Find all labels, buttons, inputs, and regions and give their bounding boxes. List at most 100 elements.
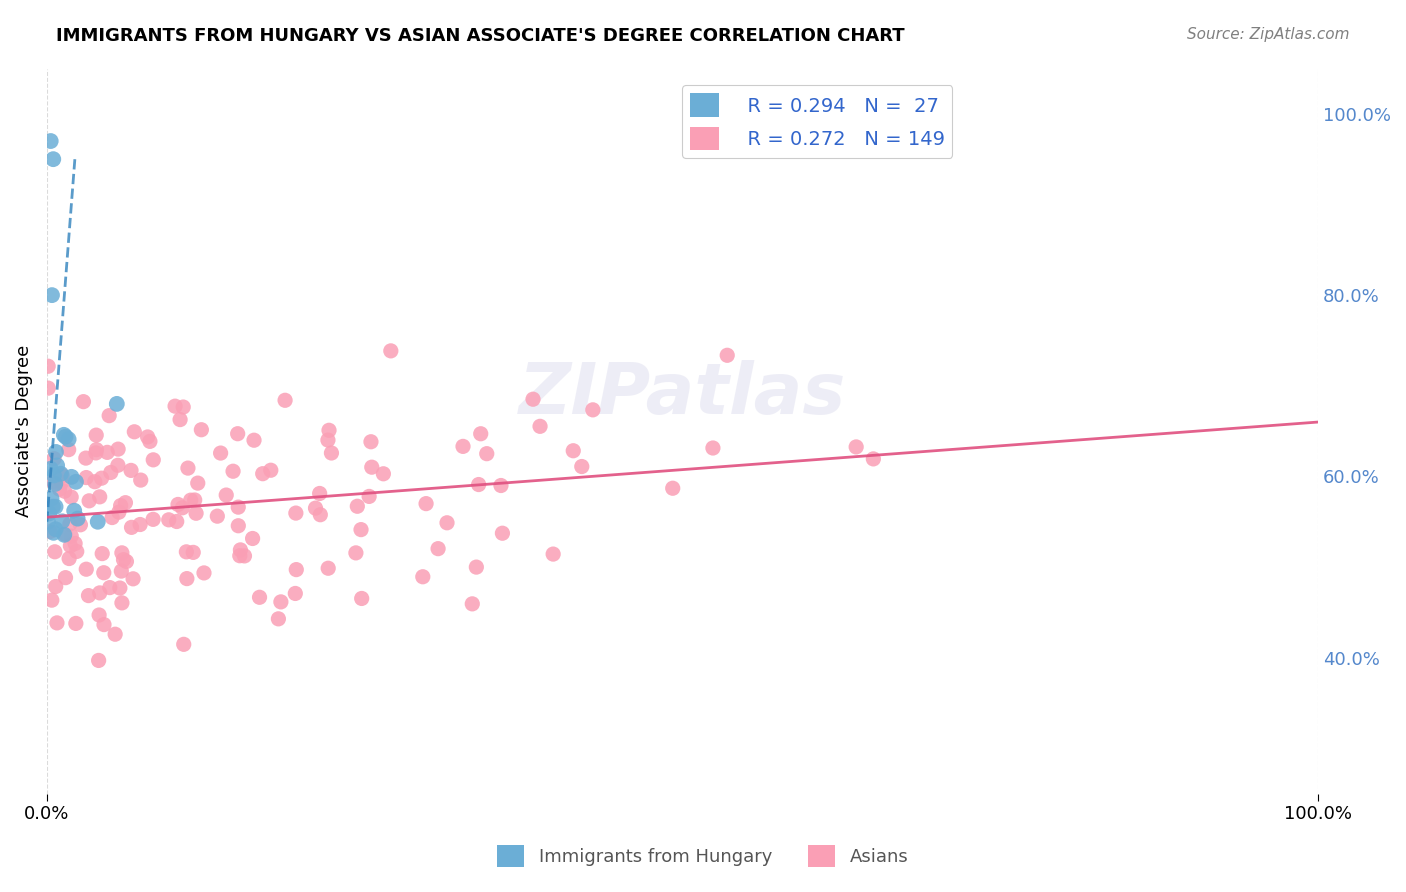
Point bbox=[65, 616, 87, 631]
Point bbox=[157, 513, 180, 527]
Point bbox=[75, 470, 97, 484]
Point bbox=[346, 500, 368, 514]
Point bbox=[58, 433, 80, 447]
Point bbox=[87, 607, 110, 622]
Text: ZIPatlas: ZIPatlas bbox=[519, 360, 846, 429]
Point bbox=[184, 506, 207, 520]
Point bbox=[66, 544, 89, 558]
Point bbox=[226, 500, 249, 515]
Point bbox=[75, 562, 97, 576]
Point bbox=[110, 564, 132, 578]
Point bbox=[120, 463, 142, 477]
Point bbox=[284, 506, 307, 520]
Point bbox=[90, 471, 112, 485]
Point bbox=[53, 528, 76, 542]
Point bbox=[226, 518, 249, 533]
Point bbox=[45, 580, 67, 594]
Point bbox=[105, 397, 128, 411]
Point bbox=[45, 445, 67, 459]
Point bbox=[308, 486, 330, 500]
Point bbox=[285, 563, 308, 577]
Point bbox=[187, 476, 209, 491]
Point bbox=[45, 522, 67, 536]
Point bbox=[142, 512, 165, 526]
Point bbox=[562, 443, 585, 458]
Point bbox=[89, 586, 111, 600]
Point bbox=[86, 442, 108, 457]
Point bbox=[165, 399, 187, 413]
Legend: Immigrants from Hungary, Asians: Immigrants from Hungary, Asians bbox=[491, 838, 915, 874]
Point bbox=[121, 520, 143, 534]
Point bbox=[59, 516, 82, 531]
Point bbox=[412, 570, 434, 584]
Y-axis label: Associate's Degree: Associate's Degree bbox=[15, 345, 32, 517]
Point bbox=[461, 597, 484, 611]
Point bbox=[270, 595, 292, 609]
Point bbox=[475, 447, 498, 461]
Point bbox=[101, 510, 124, 524]
Point bbox=[46, 458, 69, 473]
Point bbox=[51, 475, 73, 490]
Point bbox=[39, 134, 62, 148]
Point bbox=[111, 546, 134, 560]
Point bbox=[110, 499, 132, 513]
Point bbox=[173, 637, 195, 651]
Point bbox=[304, 501, 326, 516]
Point bbox=[571, 459, 593, 474]
Point bbox=[309, 508, 332, 522]
Point bbox=[115, 554, 138, 568]
Point bbox=[582, 402, 605, 417]
Point bbox=[49, 467, 72, 481]
Point bbox=[193, 566, 215, 580]
Point bbox=[107, 442, 129, 457]
Point bbox=[529, 419, 551, 434]
Point bbox=[427, 541, 450, 556]
Point bbox=[489, 478, 512, 492]
Point bbox=[63, 504, 86, 518]
Point bbox=[350, 591, 373, 606]
Point bbox=[63, 536, 86, 550]
Point bbox=[55, 430, 77, 444]
Point bbox=[89, 490, 111, 504]
Point bbox=[37, 381, 59, 395]
Point bbox=[93, 617, 115, 632]
Point bbox=[84, 446, 107, 460]
Point bbox=[75, 451, 97, 466]
Point bbox=[42, 451, 65, 466]
Point bbox=[169, 412, 191, 426]
Point bbox=[260, 463, 283, 477]
Point bbox=[69, 517, 91, 532]
Point bbox=[716, 348, 738, 362]
Point bbox=[209, 446, 232, 460]
Point bbox=[862, 451, 884, 466]
Point bbox=[100, 466, 122, 480]
Point bbox=[77, 493, 100, 508]
Point bbox=[166, 515, 188, 529]
Point bbox=[142, 453, 165, 467]
Point bbox=[465, 560, 488, 574]
Point bbox=[77, 589, 100, 603]
Point bbox=[58, 442, 80, 457]
Point bbox=[112, 552, 135, 566]
Point bbox=[65, 475, 87, 489]
Point bbox=[51, 514, 73, 528]
Point bbox=[167, 498, 190, 512]
Point bbox=[39, 524, 62, 539]
Point bbox=[108, 581, 131, 595]
Point bbox=[321, 446, 343, 460]
Point bbox=[55, 571, 77, 585]
Point bbox=[229, 542, 252, 557]
Point bbox=[42, 152, 65, 166]
Point bbox=[541, 547, 564, 561]
Point bbox=[87, 653, 110, 667]
Legend:   R = 0.294   N =  27,   R = 0.272   N = 149: R = 0.294 N = 27, R = 0.272 N = 149 bbox=[682, 86, 952, 158]
Point bbox=[415, 497, 437, 511]
Point bbox=[41, 593, 63, 607]
Point bbox=[129, 473, 152, 487]
Point bbox=[316, 561, 339, 575]
Point bbox=[59, 539, 82, 553]
Point bbox=[39, 461, 62, 475]
Point bbox=[491, 526, 513, 541]
Point bbox=[359, 490, 381, 504]
Point bbox=[318, 423, 340, 437]
